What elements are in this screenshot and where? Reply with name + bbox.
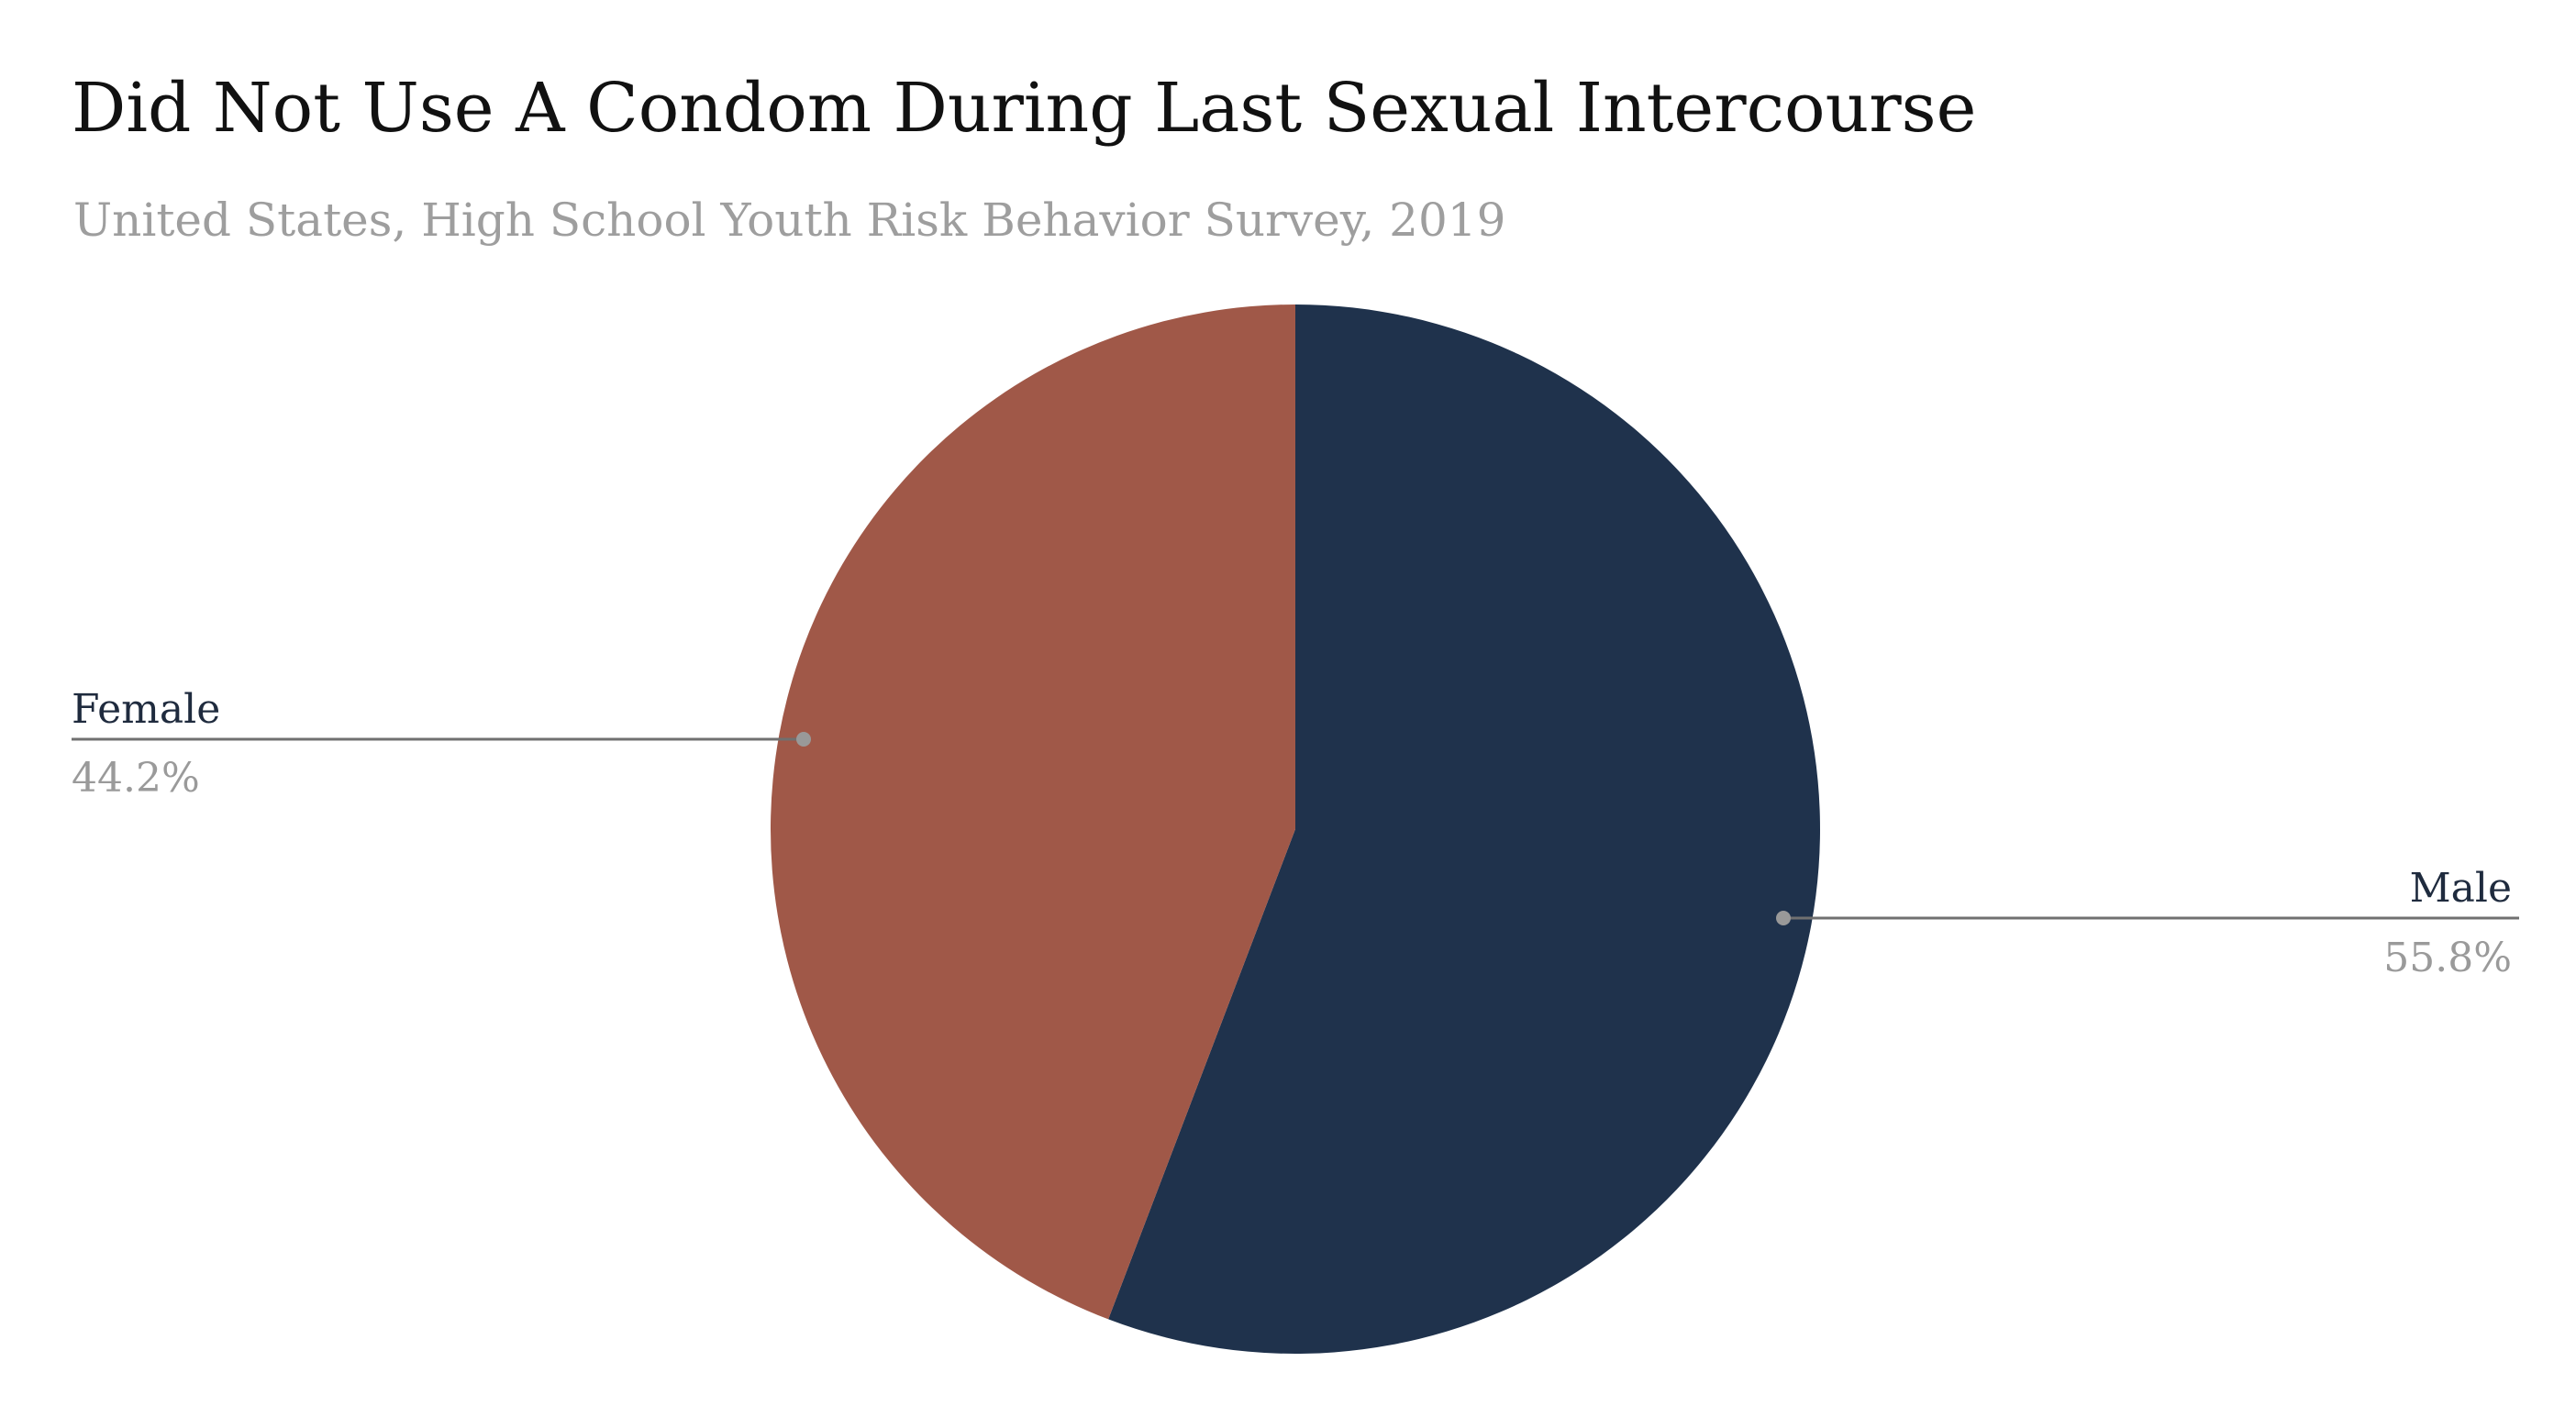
- chart-subtitle: United States, High School Youth Risk Be…: [73, 194, 1506, 247]
- pie-slice-male: [1108, 304, 1820, 1354]
- slice-label-female: Female: [72, 686, 220, 733]
- pie-labels: Male 55.8% Female 44.2%: [72, 686, 2519, 981]
- pie-slices: [771, 304, 1820, 1354]
- leader-dot-male: [1776, 911, 1791, 925]
- leader-dot-female: [796, 732, 811, 747]
- slice-value-female: 44.2%: [72, 755, 200, 802]
- pie-slice-female: [771, 304, 1295, 1320]
- slice-label-male: Male: [2410, 865, 2512, 912]
- chart-title: Did Not Use A Condom During Last Sexual …: [72, 69, 1977, 148]
- slice-value-male: 55.8%: [2383, 935, 2512, 981]
